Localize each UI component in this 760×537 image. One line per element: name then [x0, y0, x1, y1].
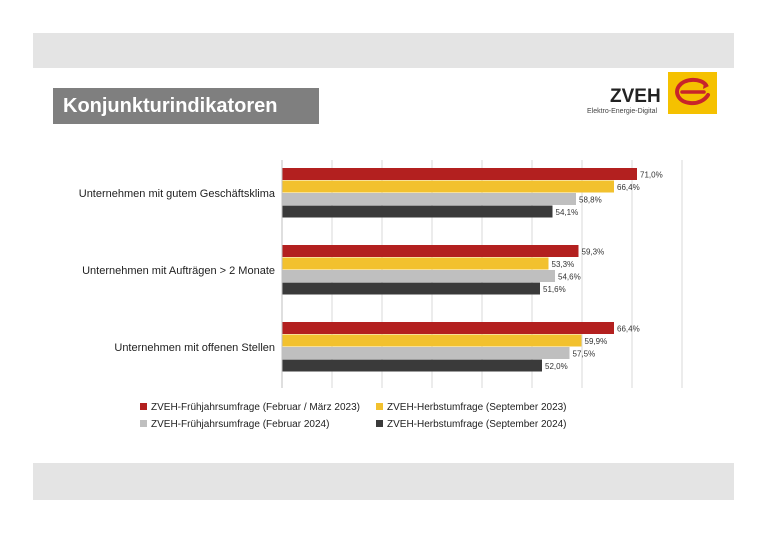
legend-swatch-2 [376, 403, 383, 410]
bar [282, 257, 549, 270]
logo-tagline: Elektro-Energie-Digital [587, 108, 658, 115]
bar [282, 282, 540, 295]
bar [282, 270, 555, 282]
legend-swatch-1 [140, 403, 147, 410]
legend-label-4: ZVEH-Herbstumfrage (September 2024) [387, 419, 567, 430]
data-label: 71,0% [640, 170, 663, 179]
bar [282, 180, 614, 193]
legend-swatch-4 [376, 420, 383, 427]
bar [282, 245, 579, 257]
legend-swatch-3 [140, 420, 147, 427]
legend-label-1: ZVEH-Frühjahrsumfrage (Februar / März 20… [151, 402, 360, 413]
legend-item-1: ZVEH-Frühjahrsumfrage (Februar / März 20… [140, 402, 360, 413]
category-label: Unternehmen mit offenen Stellen [114, 342, 275, 354]
data-label: 51,6% [543, 285, 566, 294]
top-band [33, 33, 734, 68]
data-label: 66,4% [617, 183, 640, 192]
legend-item-4: ZVEH-Herbstumfrage (September 2024) [376, 419, 567, 430]
zveh-logo-icon [668, 72, 717, 114]
legend-label-2: ZVEH-Herbstumfrage (September 2023) [387, 402, 567, 413]
bar [282, 334, 582, 347]
bar [282, 359, 542, 372]
data-label: 52,0% [545, 362, 568, 371]
data-label: 54,6% [558, 272, 581, 281]
slide-title: Konjunkturindikatoren [53, 88, 319, 124]
legend-label-3: ZVEH-Frühjahrsumfrage (Februar 2024) [151, 419, 330, 430]
category-label: Unternehmen mit gutem Geschäftsklima [79, 188, 276, 200]
legend-item-3: ZVEH-Frühjahrsumfrage (Februar 2024) [140, 419, 329, 430]
data-label: 54,1% [556, 208, 579, 217]
legend-item-2: ZVEH-Herbstumfrage (September 2023) [376, 402, 567, 413]
bar [282, 205, 553, 218]
data-label: 58,8% [579, 195, 602, 204]
data-label: 57,5% [573, 349, 596, 358]
data-label: 53,3% [552, 260, 575, 269]
bar [282, 322, 614, 334]
bar [282, 347, 570, 359]
bar [282, 168, 637, 180]
data-label: 66,4% [617, 324, 640, 333]
bottom-band [33, 463, 734, 500]
category-label: Unternehmen mit Aufträgen > 2 Monate [82, 265, 275, 277]
bar [282, 193, 576, 205]
data-label: 59,3% [582, 247, 605, 256]
logo-name: ZVEH [610, 86, 661, 107]
data-label: 59,9% [585, 337, 608, 346]
